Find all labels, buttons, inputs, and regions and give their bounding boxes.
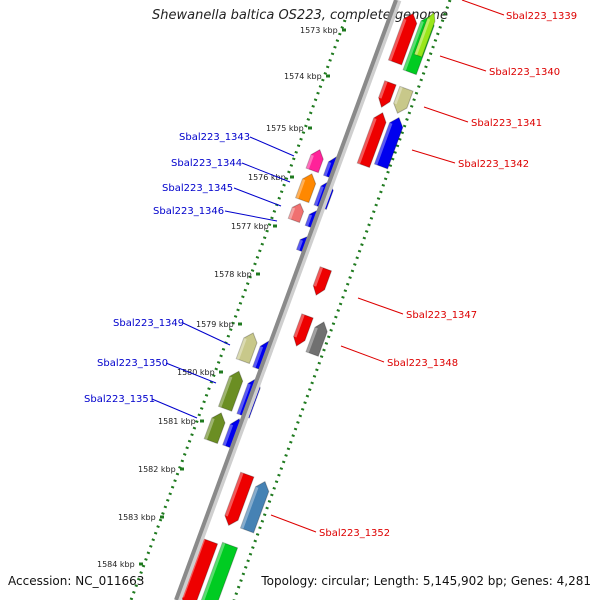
gene-leader-line (182, 322, 231, 346)
gene-leader-line (423, 106, 469, 123)
kbp-tick-label: 1579 kbp (196, 320, 234, 329)
gene-label-forward[interactable]: Sbal223_1351 (84, 394, 155, 405)
gene-label-forward[interactable]: Sbal223_1350 (97, 358, 168, 369)
kbp-tick-label: 1584 kbp (97, 560, 135, 569)
kbp-tick-label: 1577 kbp (231, 222, 269, 231)
gene-label-reverse[interactable]: Sbal223_1347 (406, 310, 477, 321)
gene-leader-line (249, 136, 295, 157)
kbp-tick-label: 1573 kbp (300, 26, 338, 35)
gene-arrow-khaki (235, 332, 258, 365)
gene-label-forward[interactable]: Sbal223_1346 (153, 206, 224, 217)
kbp-tick-label: 1575 kbp (266, 124, 304, 133)
gene-arrow-gray (305, 321, 328, 357)
gene-arrow-darkolive (217, 370, 244, 412)
gene-leader-line (411, 149, 456, 164)
gene-label-forward[interactable]: Sbal223_1345 (162, 183, 233, 194)
kbp-tick-label: 1581 kbp (158, 417, 196, 426)
gene-arrow-darkolive (203, 412, 226, 445)
gene-arrow-lime (413, 11, 436, 58)
gene-arrow-steelblue (239, 480, 270, 534)
gene-label-forward[interactable]: Sbal223_1344 (171, 158, 242, 169)
gene-leader-line (233, 187, 282, 207)
gene-leader-line (224, 210, 278, 222)
gene-leader-line (340, 345, 385, 363)
kbp-tick-label: 1583 kbp (118, 513, 156, 522)
tick-track-inner (129, 19, 347, 600)
accession-text: Accession: NC_011663 (8, 574, 145, 588)
gene-arrow-salmon (287, 202, 305, 224)
gene-arrow-khaki (393, 85, 414, 114)
gene-arrow-red (293, 313, 314, 347)
gene-leader-line (270, 514, 317, 533)
gene-arrow-orange (294, 173, 317, 204)
topology-text: Topology: circular; Length: 5,145,902 bp… (261, 574, 591, 588)
tick-track-outer (232, 0, 452, 600)
gene-leader-line (357, 297, 404, 315)
gene-label-reverse[interactable]: Sbal223_1348 (387, 358, 458, 369)
gene-label-reverse[interactable]: Sbal223_1342 (458, 159, 529, 170)
kbp-tick-label: 1580 kbp (177, 368, 215, 377)
gene-leader-line (241, 162, 291, 183)
gene-leader-line (151, 398, 198, 419)
gene-arrow-red (312, 266, 333, 296)
gene-arrow-green (200, 541, 239, 600)
gene-label-forward[interactable]: Sbal223_1343 (179, 132, 250, 143)
gene-arrow-red (387, 12, 418, 66)
gene-label-forward[interactable]: Sbal223_1349 (113, 318, 184, 329)
kbp-tick-label: 1576 kbp (248, 173, 286, 182)
kbp-tick-label: 1578 kbp (214, 270, 252, 279)
gene-arrow-blue (373, 116, 404, 170)
map-title: Shewanella baltica OS223, complete genom… (152, 8, 448, 23)
gene-arrow-red (224, 471, 255, 527)
gene-label-reverse[interactable]: Sbal223_1352 (319, 528, 390, 539)
gene-arrow-red (356, 111, 387, 169)
gene-arrow-pink (305, 148, 324, 174)
gene-label-reverse[interactable]: Sbal223_1340 (489, 67, 560, 78)
gene-arrow-red (378, 80, 397, 108)
gene-label-reverse[interactable]: Sbal223_1339 (506, 11, 577, 22)
gene-leader-line (165, 362, 217, 384)
gene-leader-line (461, 0, 505, 16)
gene-leader-line (439, 55, 487, 72)
kbp-tick-label: 1574 kbp (284, 72, 322, 81)
gene-label-reverse[interactable]: Sbal223_1341 (471, 118, 542, 129)
backbone-line (174, 0, 398, 600)
kbp-tick-label: 1582 kbp (138, 465, 176, 474)
